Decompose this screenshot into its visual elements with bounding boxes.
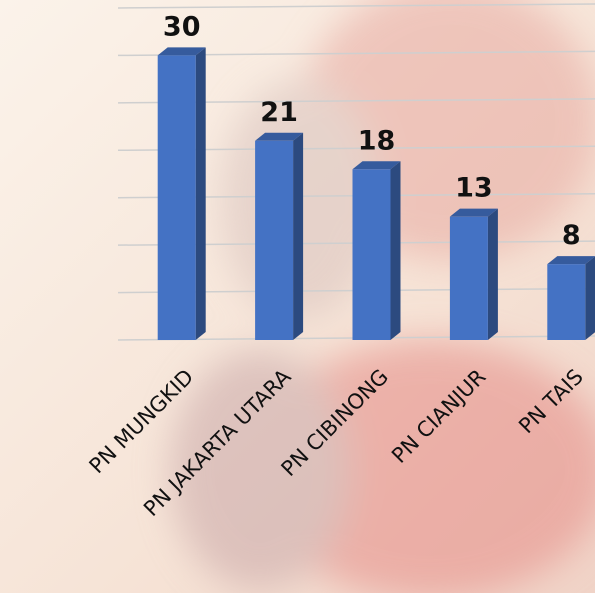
value-label: 13	[455, 173, 493, 204]
bar	[547, 264, 586, 340]
bar-side	[195, 47, 206, 341]
value-label: 21	[260, 97, 298, 128]
bar-side	[293, 132, 304, 340]
bar	[352, 169, 391, 340]
bar-top	[547, 256, 595, 265]
bar-side	[390, 161, 401, 340]
bar	[255, 140, 294, 340]
bar-top	[255, 132, 304, 141]
bar-side	[487, 208, 498, 340]
bar	[449, 216, 488, 340]
value-label: 18	[358, 125, 396, 156]
bar-top	[157, 47, 206, 56]
bar-top	[352, 161, 401, 170]
value-label: 8	[562, 220, 581, 251]
bar	[157, 55, 196, 341]
bar-side	[585, 256, 595, 340]
bar-top	[449, 208, 498, 217]
value-label: 30	[163, 11, 201, 42]
grid-line	[117, 3, 595, 9]
